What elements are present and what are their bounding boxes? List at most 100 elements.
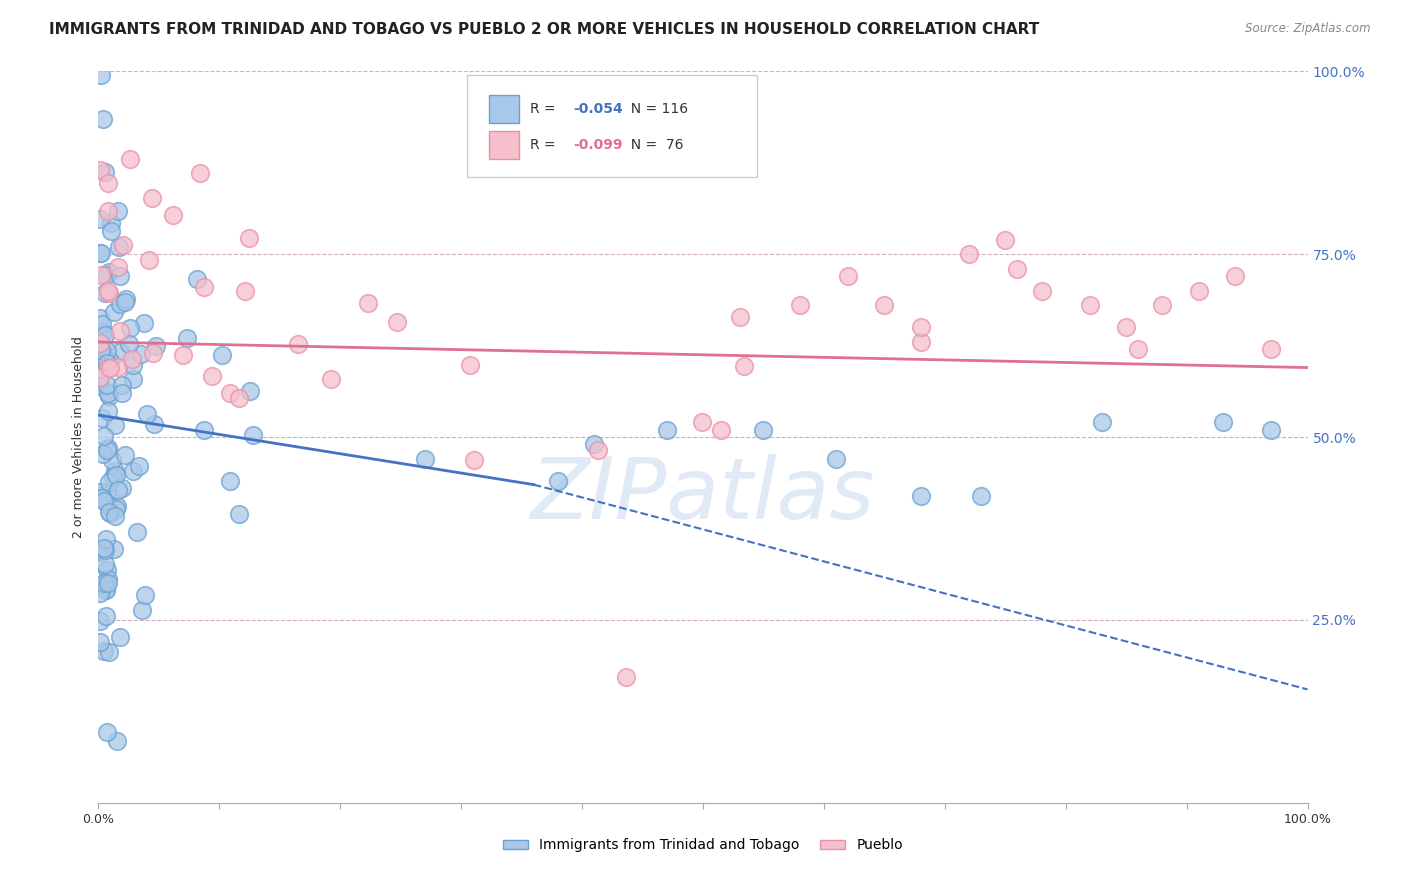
- Text: N =  76: N = 76: [621, 138, 683, 153]
- Point: [1188, 284, 1211, 298]
- Point: [138, 253, 160, 268]
- Point: [96, 583, 118, 598]
- Point: [104, 464, 127, 478]
- Point: [98, 286, 121, 301]
- Point: [1223, 269, 1246, 284]
- Point: [733, 359, 755, 373]
- Point: [97, 176, 120, 190]
- Point: [120, 321, 142, 335]
- Point: [728, 310, 751, 324]
- Point: [89, 366, 111, 380]
- Text: Source: ZipAtlas.com: Source: ZipAtlas.com: [1246, 22, 1371, 36]
- Point: [108, 297, 131, 311]
- Point: [385, 315, 408, 329]
- Point: [121, 464, 143, 478]
- Point: [91, 343, 114, 357]
- Point: [211, 348, 233, 362]
- Point: [89, 310, 111, 325]
- Point: [108, 630, 131, 644]
- Point: [104, 417, 127, 432]
- Point: [994, 233, 1017, 247]
- Point: [100, 224, 122, 238]
- Point: [107, 359, 129, 374]
- Point: [1115, 320, 1137, 334]
- Point: [710, 423, 733, 437]
- Point: [90, 491, 112, 505]
- Point: [105, 734, 128, 748]
- Point: [127, 524, 149, 539]
- Point: [91, 317, 114, 331]
- Point: [583, 437, 606, 451]
- Point: [193, 423, 215, 437]
- Point: [96, 443, 118, 458]
- Point: [91, 325, 114, 339]
- Point: [96, 563, 118, 577]
- Point: [114, 448, 136, 462]
- Point: [94, 165, 117, 179]
- Point: [319, 372, 342, 386]
- Point: [242, 428, 264, 442]
- Point: [413, 452, 436, 467]
- Point: [219, 385, 242, 400]
- Point: [107, 483, 129, 498]
- Point: [96, 725, 118, 739]
- Point: [186, 271, 208, 285]
- Point: [111, 385, 134, 400]
- Point: [89, 485, 111, 500]
- Point: [173, 348, 195, 362]
- Point: [910, 320, 932, 334]
- Point: [91, 112, 114, 126]
- Point: [90, 411, 112, 425]
- Text: IMMIGRANTS FROM TRINIDAD AND TOBAGO VS PUEBLO 2 OR MORE VEHICLES IN HOUSEHOLD CO: IMMIGRANTS FROM TRINIDAD AND TOBAGO VS P…: [49, 22, 1039, 37]
- Point: [970, 489, 993, 503]
- Point: [93, 327, 115, 342]
- Point: [97, 385, 120, 400]
- Point: [93, 493, 115, 508]
- Point: [93, 353, 115, 368]
- Point: [162, 208, 184, 222]
- Point: [101, 470, 124, 484]
- Point: [97, 498, 120, 512]
- Point: [114, 295, 136, 310]
- Point: [96, 268, 118, 282]
- Point: [104, 508, 127, 523]
- Y-axis label: 2 or more Vehicles in Household: 2 or more Vehicles in Household: [72, 336, 86, 538]
- Point: [586, 443, 609, 458]
- Point: [107, 260, 129, 274]
- Point: [90, 343, 112, 357]
- Point: [110, 325, 132, 339]
- Point: [89, 545, 111, 559]
- Point: [91, 447, 114, 461]
- Point: [235, 284, 257, 298]
- Point: [910, 334, 932, 349]
- Point: [96, 378, 118, 392]
- Text: N = 116: N = 116: [621, 102, 688, 116]
- Point: [1007, 261, 1029, 276]
- Point: [98, 506, 121, 520]
- Point: [89, 211, 111, 226]
- Point: [93, 575, 115, 590]
- Point: [110, 269, 132, 284]
- Text: R =: R =: [530, 138, 560, 153]
- Point: [97, 576, 120, 591]
- Point: [98, 645, 121, 659]
- Point: [136, 407, 159, 421]
- Point: [201, 368, 224, 383]
- Point: [111, 481, 134, 495]
- Point: [89, 635, 111, 649]
- Point: [97, 361, 120, 376]
- Point: [239, 384, 262, 398]
- Point: [94, 557, 117, 571]
- Point: [789, 298, 811, 312]
- Point: [98, 475, 121, 489]
- Point: [134, 588, 156, 602]
- Point: [98, 388, 121, 402]
- Text: ZIPatlas: ZIPatlas: [531, 454, 875, 537]
- Point: [89, 336, 111, 351]
- Point: [547, 474, 569, 488]
- Point: [98, 354, 121, 368]
- Point: [93, 285, 115, 300]
- Point: [98, 361, 121, 376]
- Point: [90, 68, 112, 82]
- Point: [98, 505, 121, 519]
